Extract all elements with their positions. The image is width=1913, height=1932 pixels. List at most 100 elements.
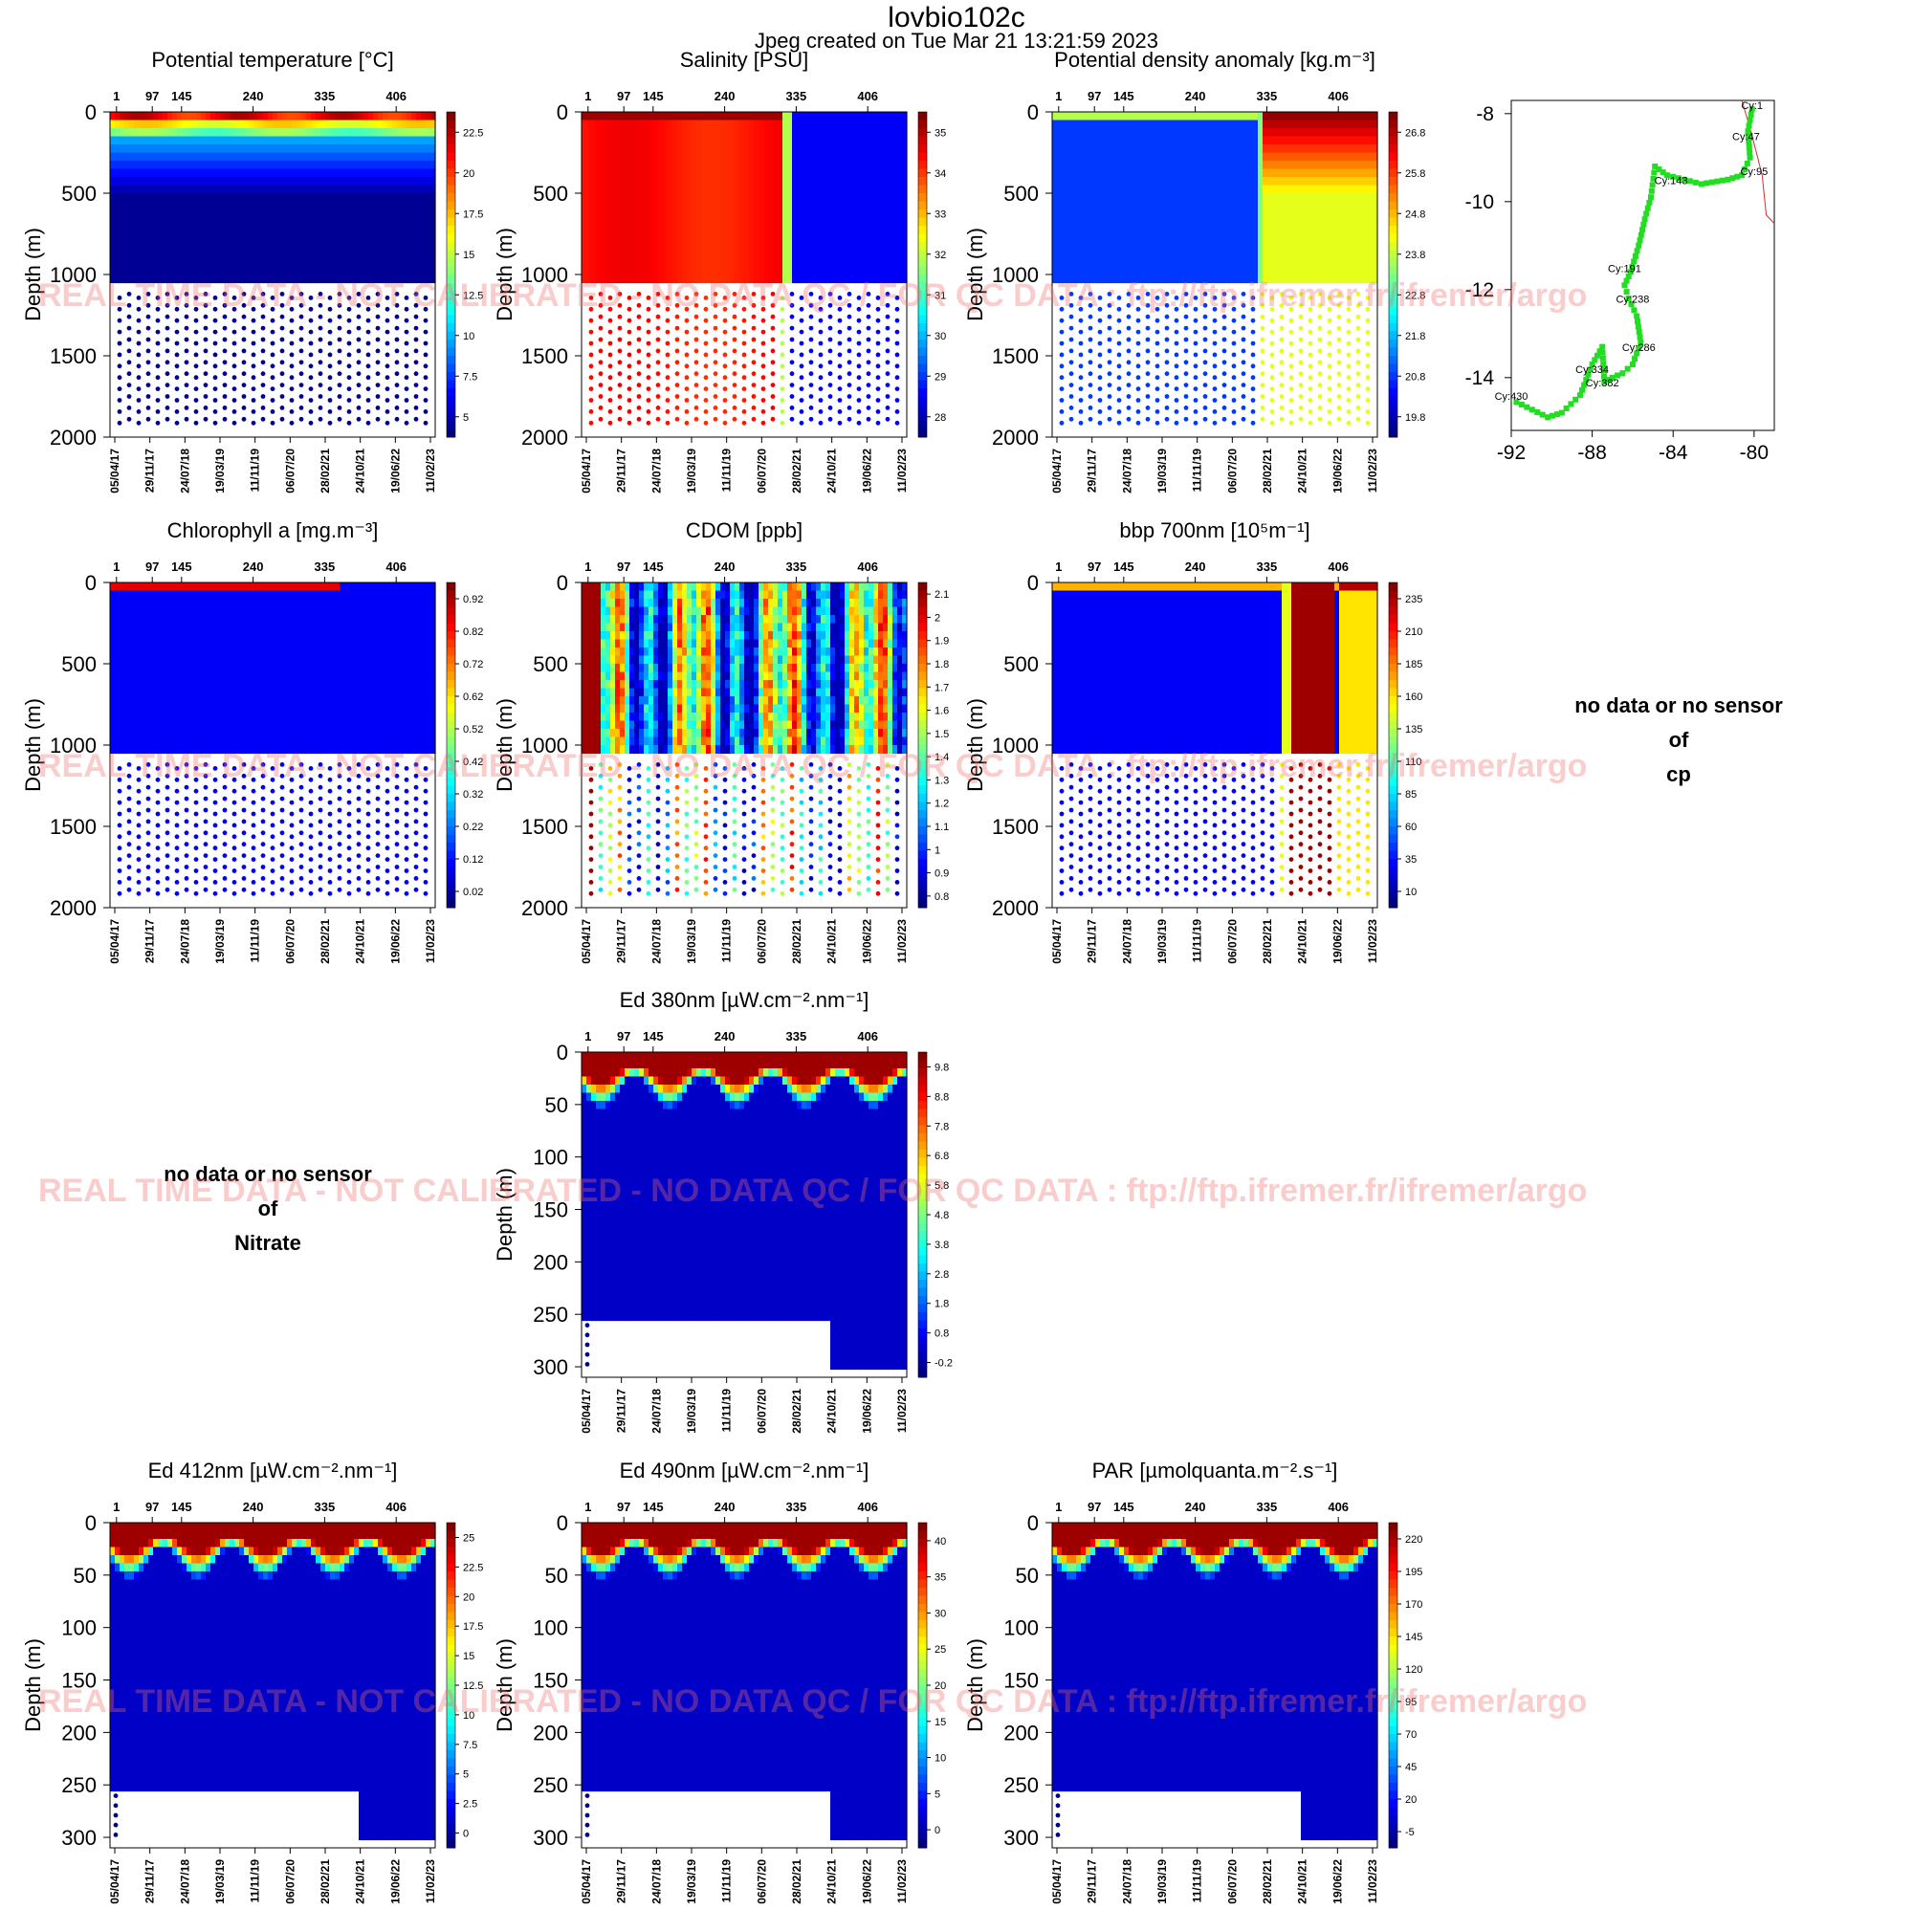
heat-cell <box>582 242 587 251</box>
heat-cell <box>368 242 374 251</box>
heat-cell <box>1239 144 1244 153</box>
profile-dot <box>175 341 180 346</box>
heat-cell <box>177 242 183 251</box>
heat-cell <box>258 267 264 275</box>
heat-cell <box>869 258 874 267</box>
heat-cell <box>311 226 317 234</box>
heat-cell <box>825 137 831 145</box>
heat-cell <box>1172 169 1177 178</box>
profile-dot <box>414 338 419 342</box>
heat-cell <box>120 186 125 194</box>
heat-cell <box>1076 202 1082 210</box>
heat-cell <box>1157 242 1163 251</box>
heat-cell <box>692 234 697 243</box>
profile-dot <box>867 371 871 376</box>
heat-cell <box>605 242 611 251</box>
heat-cell <box>582 202 587 210</box>
heat-cell <box>802 258 807 267</box>
heat-cell <box>1243 186 1249 194</box>
heat-cell <box>1133 112 1139 121</box>
heat-cell <box>1210 226 1216 234</box>
heat-cell <box>1286 112 1292 121</box>
profile-dot <box>675 394 680 399</box>
heat-cell <box>897 121 903 129</box>
heat-cell <box>1200 121 1206 129</box>
heat-cell <box>1105 209 1110 218</box>
heat-cell <box>768 209 774 218</box>
profile-dot <box>414 292 419 296</box>
profile-dot <box>618 315 623 319</box>
heat-cell <box>859 242 865 251</box>
heat-cell <box>658 121 664 129</box>
profile-dot <box>876 353 881 358</box>
heat-cell <box>1277 242 1283 251</box>
heat-cell <box>368 128 374 137</box>
heat-cell <box>845 242 850 251</box>
profile-dot <box>847 292 852 296</box>
heat-cell <box>1076 258 1082 267</box>
heat-cell <box>615 218 621 227</box>
heat-cell <box>782 274 788 283</box>
heat-cell <box>892 186 898 194</box>
heat-cell <box>263 161 269 169</box>
heat-cell <box>835 234 841 243</box>
heat-cell <box>330 242 336 251</box>
heat-cell <box>730 137 736 145</box>
profile-dot <box>608 421 613 426</box>
heat-cell <box>687 234 693 243</box>
heat-cell <box>378 112 384 121</box>
heat-cell <box>883 137 889 145</box>
profile-dot <box>405 386 409 391</box>
heat-cell <box>163 242 168 251</box>
heat-cell <box>320 137 326 145</box>
heat-cell <box>354 267 360 275</box>
heat-cell <box>411 274 417 283</box>
heat-cell <box>234 144 240 153</box>
heat-cell <box>1157 251 1163 259</box>
heat-cell <box>792 186 798 194</box>
profile-dot <box>376 326 381 331</box>
heat-cell <box>1196 267 1201 275</box>
heat-cell <box>172 186 178 194</box>
heat-cell <box>706 218 712 227</box>
heat-cell <box>869 218 874 227</box>
heat-cell <box>1263 202 1268 210</box>
heat-cell <box>387 186 393 194</box>
heat-cell <box>220 121 226 129</box>
heat-cell <box>1148 169 1154 178</box>
heat-cell <box>701 267 707 275</box>
heat-cell <box>1243 144 1249 153</box>
heat-cell <box>859 267 865 275</box>
profile-dot <box>204 292 209 296</box>
heat-cell <box>625 193 630 202</box>
heat-cell <box>172 153 178 162</box>
profile-dot <box>828 371 833 376</box>
heat-cell <box>187 242 192 251</box>
heat-cell <box>854 267 860 275</box>
heat-cell <box>359 258 364 267</box>
profile-dot <box>213 296 218 300</box>
heat-cell <box>258 121 264 129</box>
heat-cell <box>754 112 759 121</box>
heat-cell <box>196 177 202 186</box>
heat-cell <box>239 112 245 121</box>
heat-cell <box>835 242 841 251</box>
heat-cell <box>610 144 616 153</box>
profile-dot <box>781 318 785 323</box>
heat-cell <box>797 242 803 251</box>
heat-cell <box>363 177 369 186</box>
heat-cell <box>249 226 254 234</box>
profile-dot <box>405 421 409 426</box>
heat-cell <box>1229 137 1235 145</box>
profile-dot <box>194 398 199 403</box>
heat-cell <box>1267 193 1273 202</box>
heat-cell <box>715 186 721 194</box>
heat-cell <box>1110 153 1115 162</box>
heat-cell <box>591 226 597 234</box>
heat-cell <box>411 186 417 194</box>
heat-cell <box>1052 161 1058 169</box>
heat-cell <box>177 169 183 178</box>
heat-cell <box>1220 226 1225 234</box>
heat-cell <box>605 202 611 210</box>
heat-cell <box>1277 121 1283 129</box>
